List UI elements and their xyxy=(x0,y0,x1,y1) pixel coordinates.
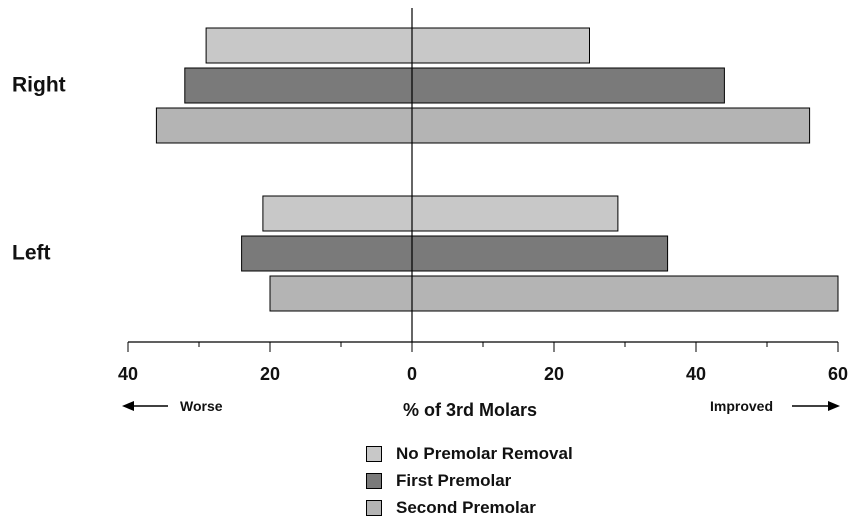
x-tick-label: 40 xyxy=(118,364,138,384)
legend-label-first-premolar: First Premolar xyxy=(396,470,512,490)
bar-improved-left-first-premolar xyxy=(411,235,669,272)
legend-label-no-premolar: No Premolar Removal xyxy=(396,443,573,463)
chart: Right Left 40 20 0 20 40 60 % of 3rd Molars Worse… xyxy=(12,8,848,420)
x-tick-label: 0 xyxy=(407,364,417,384)
bar-worse-right-second-premolar xyxy=(155,107,413,144)
x-tick-label: 20 xyxy=(260,364,280,384)
group-label-right: Right xyxy=(12,74,66,97)
bar-worse-right-no-premolar-removal xyxy=(205,27,413,64)
x-axis-title: % of 3rd Molars xyxy=(403,400,537,420)
bar-improved-left-second-premolar xyxy=(411,275,839,312)
legend-swatch-second-premolar xyxy=(366,499,382,516)
legend-label-second-premolar: Second Premolar xyxy=(396,497,536,517)
improved-annotation: Improved xyxy=(710,398,773,414)
legend: No Premolar Removal First Premolar Secon… xyxy=(366,440,573,521)
x-tick-label: 20 xyxy=(544,364,564,384)
group-label-left: Left xyxy=(12,242,51,265)
legend-swatch-first-premolar xyxy=(366,472,382,489)
worse-arrow-head xyxy=(122,401,134,411)
bar-worse-left-no-premolar-removal xyxy=(262,195,413,232)
worse-annotation: Worse xyxy=(180,398,223,414)
bar-worse-right-first-premolar xyxy=(184,67,413,104)
x-tick-label: 40 xyxy=(686,364,706,384)
legend-swatch-no-premolar xyxy=(366,445,382,462)
legend-item-second-premolar: Second Premolar xyxy=(366,494,573,521)
legend-item-no-premolar: No Premolar Removal xyxy=(366,440,573,467)
bar-improved-right-no-premolar-removal xyxy=(411,27,590,64)
bar-worse-left-first-premolar xyxy=(241,235,413,272)
bar-worse-left-second-premolar xyxy=(269,275,413,312)
improved-arrow-head xyxy=(828,401,840,411)
bar-improved-right-first-premolar xyxy=(411,67,725,104)
legend-item-first-premolar: First Premolar xyxy=(366,467,573,494)
x-tick-label: 60 xyxy=(828,364,848,384)
bar-improved-left-no-premolar-removal xyxy=(411,195,619,232)
bar-improved-right-second-premolar xyxy=(411,107,811,144)
